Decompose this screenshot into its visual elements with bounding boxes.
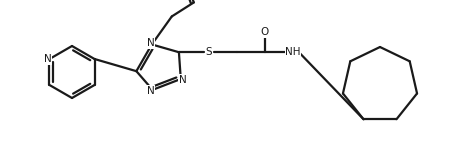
Text: N: N (44, 54, 51, 64)
Text: N: N (147, 38, 155, 48)
Text: N: N (179, 75, 187, 85)
Text: NH: NH (285, 47, 301, 57)
Text: N: N (147, 86, 154, 96)
Text: S: S (206, 47, 212, 57)
Text: O: O (261, 27, 269, 37)
